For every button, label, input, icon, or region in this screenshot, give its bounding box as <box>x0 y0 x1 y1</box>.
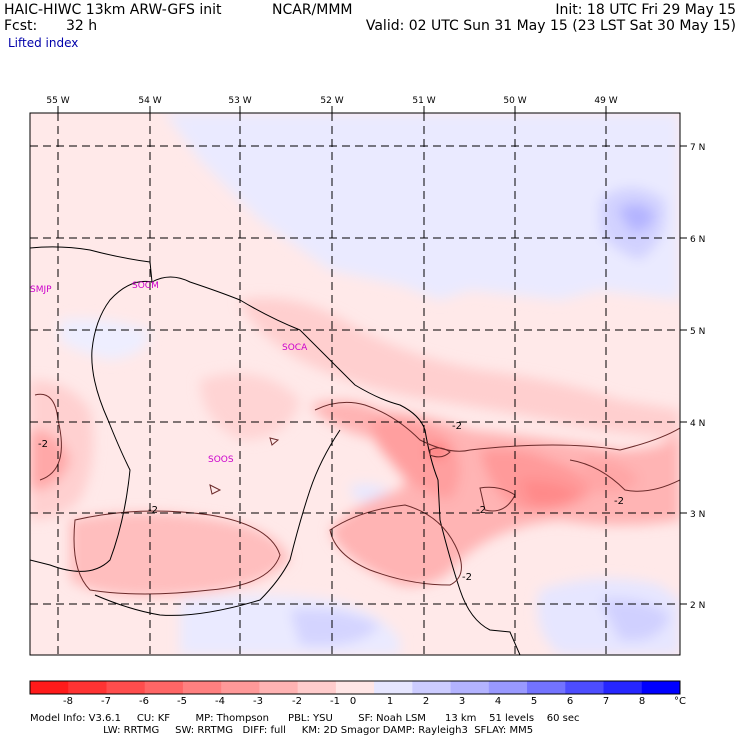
colorbar-swatch <box>641 681 681 694</box>
contour-labels: -2 -2 -2 -2 -2 -2 <box>38 421 624 583</box>
lat-label: 3 N <box>690 510 705 520</box>
colorbar-swatch <box>182 681 222 694</box>
model-title: HAIC-HIWC 13km ARW-GFS init <box>4 2 222 18</box>
colorbar-tick: 6 <box>567 696 573 707</box>
contour-label: -2 <box>148 505 158 516</box>
lat-label: 5 N <box>690 327 705 337</box>
contour-label: -2 <box>38 439 48 450</box>
tick-marks <box>57 106 687 605</box>
lat-label: 2 N <box>690 601 705 611</box>
lifted-index-shading <box>30 113 680 655</box>
lat-label: 4 N <box>690 419 705 429</box>
colorbar-swatch <box>450 681 490 694</box>
colorbar-tick: -7 <box>101 696 111 707</box>
contour-label: -2 <box>452 421 462 432</box>
fcst-value: 32 h <box>66 18 98 34</box>
lon-label: 50 W <box>503 96 526 106</box>
colorbar <box>30 681 681 694</box>
colorbar-tick: -1 <box>330 696 340 707</box>
lat-label: 7 N <box>690 143 705 153</box>
colorbar-frame <box>29 680 681 695</box>
lon-label: 51 W <box>412 96 435 106</box>
station-smjp: SMJP <box>30 285 52 295</box>
colorbar-labels: -8 -7 -6 -5 -4 -3 -2 -1 0 1 2 3 4 5 6 7 … <box>63 696 686 707</box>
lon-label: 49 W <box>594 96 617 106</box>
colorbar-unit: °C <box>674 696 686 707</box>
lon-label: 53 W <box>228 96 251 106</box>
lon-labels: 55 W 54 W 53 W 52 W 51 W 50 W 49 W <box>46 96 617 106</box>
colorbar-swatch <box>144 681 184 694</box>
lat-lon-grid <box>30 113 680 655</box>
lat-label: 6 N <box>690 235 705 245</box>
station-soos: SOOS <box>208 455 234 465</box>
colorbar-tick: -4 <box>215 696 225 707</box>
colorbar-tick: 8 <box>639 696 645 707</box>
colorbar-tick: 4 <box>495 696 501 707</box>
field-name: Lifted index <box>8 36 79 50</box>
fcst-label: Fcst: <box>4 18 38 34</box>
colorbar-swatch <box>565 681 605 694</box>
init-time: Init: 18 UTC Fri 29 May 15 <box>555 2 736 18</box>
colorbar-swatch <box>68 681 107 694</box>
station-socm: SOCM <box>132 281 159 291</box>
station-soca: SOCA <box>282 343 308 353</box>
colorbar-swatch <box>374 681 413 694</box>
colorbar-swatch <box>335 681 375 694</box>
colorbar-tick: 3 <box>459 696 465 707</box>
lon-label: 55 W <box>46 96 69 106</box>
model-info-line2: LW: RRTMG SW: RRTMG DIFF: full KM: 2D Sm… <box>30 725 534 736</box>
colorbar-tick: 2 <box>423 696 429 707</box>
contour-label: -2 <box>476 505 486 516</box>
colorbar-swatch <box>106 681 146 694</box>
colorbar-swatch <box>603 681 643 694</box>
colorbar-tick: -6 <box>139 696 149 707</box>
model-info-line1: Model Info: V3.6.1 CU: KF MP: Thompson P… <box>30 713 580 724</box>
colorbar-tick: -2 <box>292 696 302 707</box>
colorbar-swatch <box>221 681 260 694</box>
colorbar-swatch <box>527 681 566 694</box>
colorbar-tick: 0 <box>350 696 356 707</box>
map-frame <box>29 112 681 656</box>
lon-label: 54 W <box>138 96 161 106</box>
contour-label: -2 <box>614 496 624 507</box>
station-labels: SMJP SOCM SOCA SOOS <box>30 281 308 465</box>
colorbar-swatch <box>412 681 452 694</box>
org-label: NCAR/MMM <box>272 2 353 18</box>
valid-time: Valid: 02 UTC Sun 31 May 15 (23 LST Sat … <box>365 18 736 34</box>
lat-labels: 7 N 6 N 5 N 4 N 3 N 2 N <box>690 143 705 611</box>
lon-label: 52 W <box>320 96 343 106</box>
colorbar-tick: 5 <box>531 696 537 707</box>
colorbar-swatch <box>259 681 299 694</box>
colorbar-tick: 1 <box>387 696 393 707</box>
contour-label: -2 <box>462 572 472 583</box>
colorbar-swatch <box>297 681 337 694</box>
colorbar-tick: -3 <box>253 696 263 707</box>
colorbar-swatch <box>30 681 69 694</box>
colorbar-tick: 7 <box>603 696 609 707</box>
colorbar-tick: -8 <box>63 696 73 707</box>
colorbar-swatch <box>488 681 528 694</box>
colorbar-tick: -5 <box>177 696 187 707</box>
